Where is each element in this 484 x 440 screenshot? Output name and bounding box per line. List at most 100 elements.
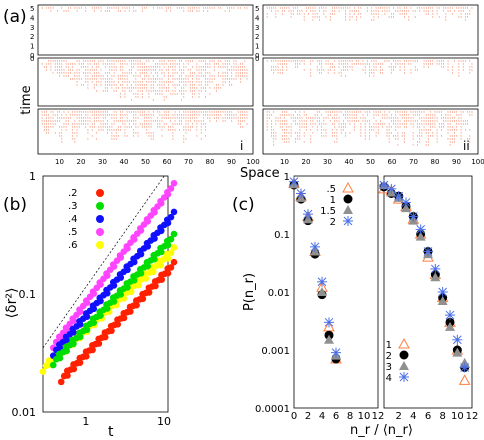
data-point (70, 328, 77, 336)
data-point (127, 308, 134, 315)
data-point (110, 298, 118, 305)
tick-label-y: 2 (255, 33, 259, 41)
raster-frame (262, 4, 479, 56)
data-point (317, 276, 327, 287)
tick-label-y: 5 (255, 5, 259, 13)
tick-label-y: 0.001 (261, 346, 290, 357)
data-point (452, 347, 463, 357)
raster-frame (37, 4, 254, 56)
data-point (157, 200, 165, 207)
tick-label-x: 6 (333, 411, 339, 422)
star-stroke (379, 180, 389, 190)
legend-label: 2 (330, 217, 336, 228)
tick-label-x: 12 (466, 411, 479, 422)
star-stroke (460, 363, 470, 372)
data-point (103, 289, 111, 297)
data-point (458, 374, 471, 385)
star-stroke (399, 372, 409, 382)
data-point (310, 241, 320, 252)
data-point (415, 231, 426, 241)
tick-label-y: 4 (30, 14, 35, 22)
tick-label-x: 4 (410, 411, 416, 422)
legend-label: .5 (326, 184, 336, 195)
data-point (95, 340, 103, 347)
tick-label-x: 40 (345, 158, 354, 166)
data-point (70, 365, 78, 373)
data-point (164, 219, 172, 227)
raster-frame (37, 57, 254, 107)
tick-label-x: 50 (141, 158, 150, 166)
tick-label-y: 0 (255, 52, 259, 60)
star-stroke (438, 287, 448, 297)
tick-label-y: 0.01 (12, 406, 37, 419)
data-point (151, 209, 158, 216)
panel-label-a: (a) (3, 7, 27, 27)
panel-label-b: (b) (3, 195, 27, 215)
tick-label-x: 80 (206, 158, 215, 166)
data-point (343, 194, 353, 204)
star-stroke (310, 242, 320, 252)
data-point (398, 337, 410, 349)
tick-label-x: 20 (302, 158, 311, 166)
data-point (408, 211, 419, 222)
panel-b-msd: .2 .3 .4 .5 .6 1 0.1 0.01 1 10 (12, 170, 178, 428)
raster-frame (262, 57, 479, 107)
legend-label: .5 (68, 227, 78, 238)
star-stroke (324, 317, 334, 327)
data-point (437, 295, 448, 305)
raster-frame (37, 108, 254, 155)
data-point (63, 347, 71, 355)
tick-label-x: 0 (291, 411, 297, 422)
data-point (379, 179, 389, 190)
star-stroke (303, 209, 313, 219)
tick-label-y: 2 (30, 33, 34, 41)
legend-marker (96, 189, 104, 197)
tick-label-x: 10 (280, 158, 289, 166)
data-point (117, 291, 125, 298)
star-stroke (289, 177, 299, 186)
tick-label-x: 2 (305, 411, 311, 422)
tick-label-y: 3 (255, 24, 259, 32)
data-point (97, 297, 104, 305)
subpanel-label-ii: ii (463, 139, 470, 153)
data-point (167, 235, 175, 243)
data-point (130, 277, 138, 284)
data-point (170, 179, 178, 187)
legend-marker (96, 241, 104, 249)
tick-label-x: 10 (157, 415, 171, 428)
data-point (343, 216, 353, 226)
tick-label-x: 6 (425, 411, 431, 422)
data-point (164, 190, 172, 198)
tick-label-y: 0.1 (274, 230, 290, 241)
data-point (437, 287, 448, 297)
data-point (57, 378, 65, 386)
data-point (452, 334, 463, 345)
data-point (386, 183, 397, 194)
subpanel-label-i: i (240, 139, 243, 153)
plot-frame-c (383, 175, 473, 409)
tick-label-y: 0 (30, 52, 34, 60)
data-point (83, 353, 90, 360)
data-point (133, 301, 140, 309)
tick-label-x: 70 (409, 158, 418, 166)
star-stroke (343, 216, 353, 226)
tick-label-y: 0.01 (268, 288, 290, 299)
data-point (49, 361, 57, 369)
tick-label-x: 80 (431, 158, 440, 166)
data-point (145, 289, 153, 296)
data-point (120, 314, 128, 322)
data-point (130, 236, 138, 243)
data-point (124, 266, 131, 274)
data-point (151, 255, 158, 263)
data-point (83, 326, 91, 334)
data-point (164, 241, 172, 249)
data-point (445, 310, 455, 321)
star-stroke (452, 335, 462, 345)
data-point (127, 288, 135, 296)
data-point (139, 295, 147, 303)
tick-label-x: 8 (439, 411, 445, 422)
data-point (114, 321, 122, 328)
data-point (144, 218, 152, 225)
data-point (90, 290, 98, 297)
